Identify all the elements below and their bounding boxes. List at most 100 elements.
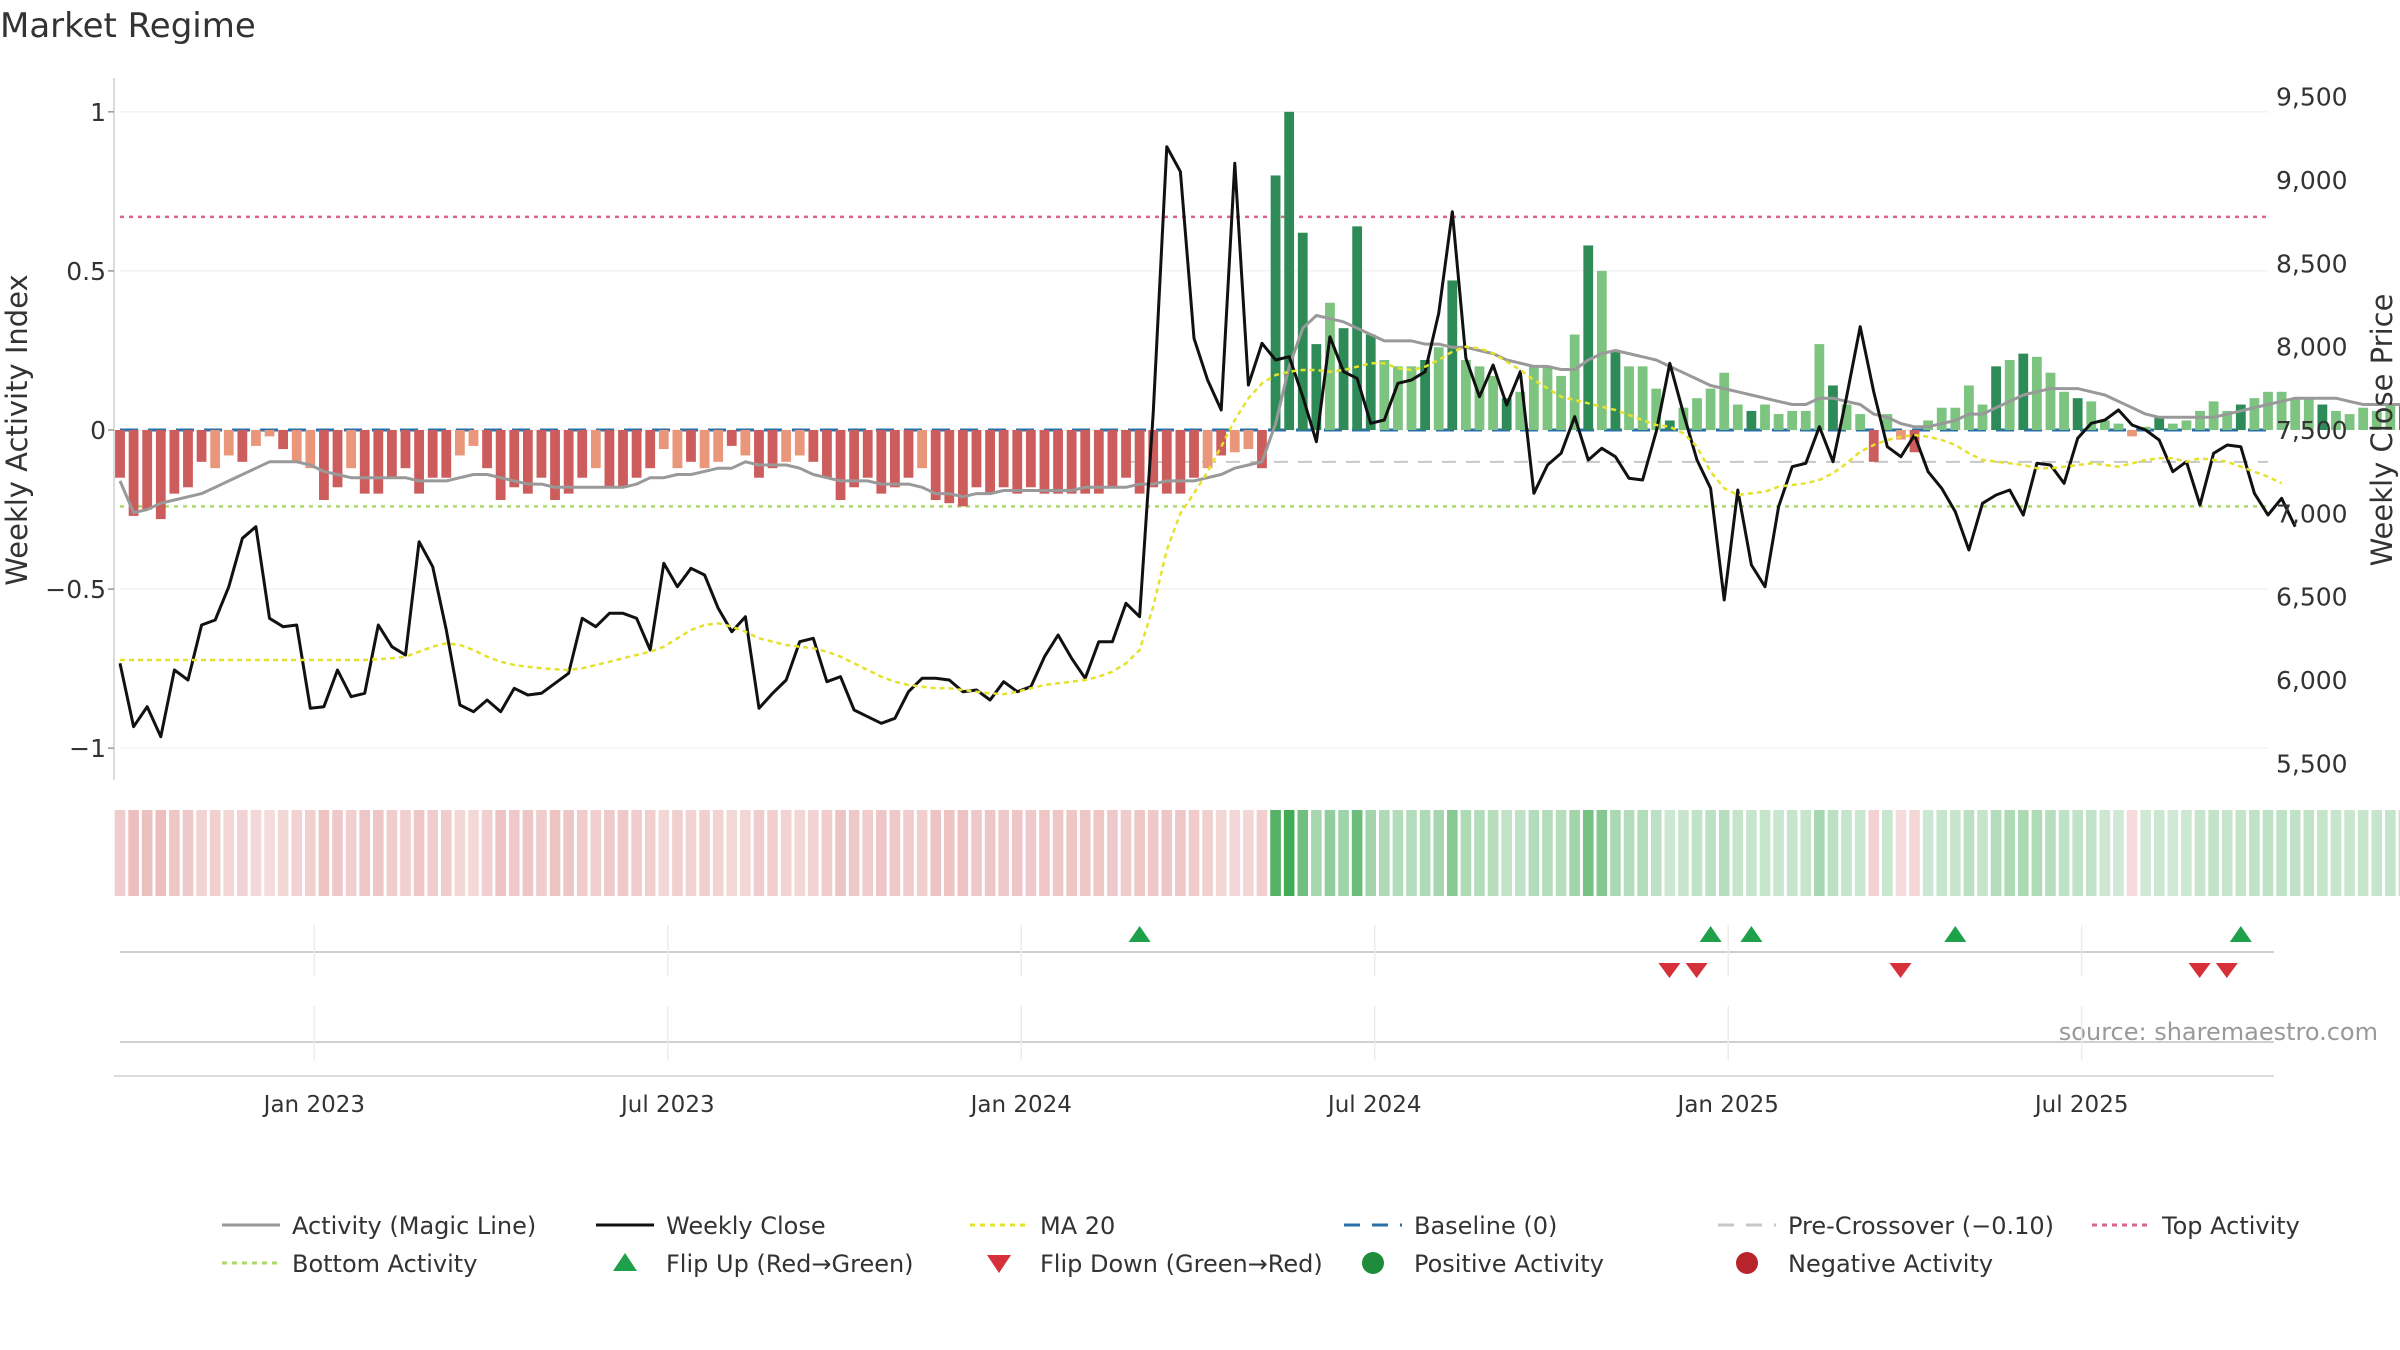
activity-bar-132 (1909, 430, 1920, 453)
activity-bar-29 (509, 430, 520, 488)
regime-cell-120 (1746, 810, 1757, 896)
regime-cell-22 (413, 810, 425, 896)
regime-cell-161 (2303, 810, 2315, 896)
regime-cell-79 (1188, 810, 1200, 896)
activity-bar-41 (672, 430, 683, 469)
activity-bar-161 (2303, 398, 2314, 430)
activity-bar-58 (903, 430, 914, 478)
regime-cell-30 (522, 810, 534, 896)
activity-bar-60 (930, 430, 941, 500)
regime-cell-99 (1460, 810, 1472, 896)
activity-bars (115, 111, 2400, 520)
activity-bar-147 (2113, 423, 2124, 430)
regime-cell-74 (1120, 810, 1132, 896)
legend-label-5: Top Activity (2161, 1212, 2300, 1240)
legend-item-8: Flip Down (Green→Red) (987, 1250, 1323, 1278)
activity-bar-39 (645, 430, 656, 469)
regime-cell-27 (481, 810, 493, 896)
regime-cell-130 (1882, 810, 1893, 896)
activity-bar-12 (278, 430, 289, 450)
regime-cell-43 (699, 810, 710, 896)
right-tick-label-0: 9,500 (2276, 83, 2348, 112)
activity-bar-22 (414, 430, 424, 494)
regime-cell-109 (1596, 810, 1608, 896)
regime-cell-52 (821, 810, 833, 896)
regime-cell-68 (1039, 810, 1050, 896)
regime-cell-11 (264, 810, 275, 896)
regime-cell-4 (169, 810, 180, 896)
regime-cell-135 (1950, 810, 1961, 896)
regime-cell-131 (1895, 810, 1907, 896)
right-tick-label-1: 9,000 (2276, 166, 2348, 195)
activity-bar-92 (1365, 334, 1376, 430)
flip-down-marker-0 (1658, 963, 1681, 978)
activity-bar-71 (1080, 430, 1091, 494)
activity-bar-7 (210, 430, 221, 469)
activity-bar-157 (2249, 398, 2260, 430)
regime-cell-104 (1528, 810, 1540, 896)
activity-bar-13 (291, 430, 302, 462)
activity-bar-141 (2031, 356, 2042, 430)
activity-bar-133 (1923, 420, 1934, 430)
regime-cell-6 (196, 810, 207, 896)
activity-bar-116 (1692, 398, 1702, 430)
regime-cell-19 (373, 810, 384, 896)
activity-bar-109 (1596, 270, 1607, 430)
regime-cell-168 (2398, 810, 2400, 896)
regime-cell-12 (277, 810, 289, 896)
regime-cell-33 (563, 810, 574, 896)
activity-bar-77 (1161, 430, 1172, 494)
legend-item-0: Activity (Magic Line) (222, 1212, 536, 1240)
activity-bar-128 (1855, 414, 1866, 430)
activity-bar-88 (1311, 344, 1322, 430)
regime-cell-3 (155, 810, 167, 896)
regime-strip (114, 810, 2400, 896)
activity-bar-6 (196, 430, 207, 462)
activity-bar-20 (387, 430, 397, 478)
activity-bar-111 (1624, 366, 1634, 430)
regime-cell-113 (1650, 810, 1662, 896)
regime-cell-28 (495, 810, 506, 896)
activity-bar-164 (2344, 414, 2355, 430)
regime-cell-141 (2031, 810, 2043, 896)
activity-bar-0 (115, 430, 125, 478)
regime-cell-71 (1079, 810, 1091, 896)
regime-cell-85 (1270, 810, 1281, 896)
regime-cell-67 (1025, 810, 1037, 896)
activity-bar-145 (2086, 401, 2097, 430)
regime-cell-129 (1868, 810, 1880, 896)
activity-bar-78 (1175, 430, 1186, 494)
regime-cell-100 (1474, 810, 1485, 896)
regime-cell-112 (1637, 810, 1648, 896)
regime-cell-111 (1623, 810, 1635, 896)
activity-bar-101 (1488, 375, 1498, 430)
regime-cell-78 (1175, 810, 1186, 896)
activity-bar-10 (251, 430, 261, 446)
activity-bar-89 (1325, 302, 1335, 430)
activity-bar-148 (2127, 430, 2137, 437)
flip-up-marker-0 (1128, 926, 1151, 942)
regime-cell-152 (2181, 810, 2192, 896)
regime-cell-21 (400, 810, 411, 896)
activity-bar-93 (1379, 360, 1390, 430)
activity-bar-120 (1746, 410, 1757, 430)
activity-bar-26 (468, 430, 479, 446)
regime-cell-17 (345, 810, 357, 896)
activity-bar-50 (794, 430, 805, 456)
regime-cell-80 (1202, 810, 1213, 896)
activity-bar-81 (1216, 430, 1227, 456)
activity-bar-166 (2371, 410, 2382, 430)
activity-bar-36 (604, 430, 615, 488)
activity-bar-4 (169, 430, 180, 494)
regime-cell-77 (1161, 810, 1173, 896)
activity-bar-70 (1066, 430, 1077, 494)
regime-cell-150 (2153, 810, 2165, 896)
left-axis: 1 0.5 0 −0.5 −1 (45, 98, 114, 763)
regime-cell-75 (1134, 810, 1145, 896)
activity-bar-75 (1134, 430, 1145, 494)
regime-cell-155 (2221, 810, 2233, 896)
x-tick-label-2: Jan 2024 (969, 1092, 1072, 1118)
activity-bar-110 (1610, 350, 1621, 430)
regime-cell-42 (685, 810, 697, 896)
left-tick-label-4: −1 (69, 734, 106, 763)
